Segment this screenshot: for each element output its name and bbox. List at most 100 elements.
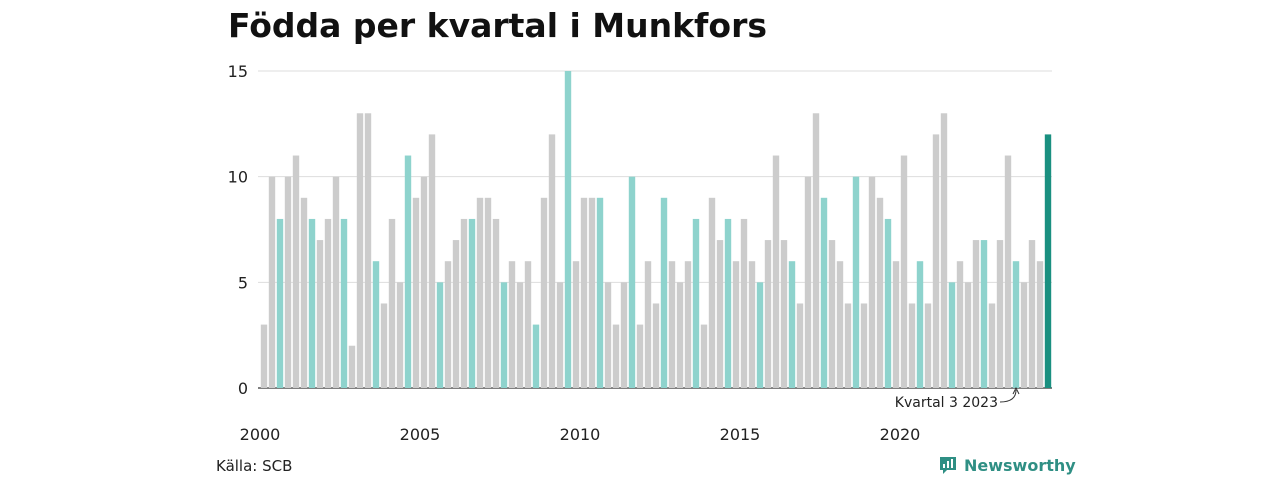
bar-29: [492, 218, 500, 388]
bar-87: [956, 261, 964, 388]
bar-38: [564, 71, 572, 388]
bar-31: [508, 261, 516, 388]
y-tick-label-15: 15: [228, 62, 248, 81]
bar-73: [844, 303, 852, 388]
bar-67: [796, 303, 804, 388]
annotation-arrowhead: [1012, 386, 1020, 395]
bar-5: [300, 197, 308, 388]
bar-96: [1028, 240, 1036, 388]
x-axis-ticks: 2000 2005 2010 2015 2020: [240, 425, 921, 444]
bar-64: [772, 155, 780, 388]
bar-36: [548, 134, 556, 388]
bar-11: [348, 345, 356, 388]
annotation-arrow: [999, 389, 1017, 403]
bar-40: [580, 197, 588, 388]
y-tick-label-10: 10: [228, 168, 248, 187]
bar-17: [396, 282, 404, 388]
bar-68: [804, 176, 812, 388]
bar-27: [476, 197, 484, 388]
bar-7: [316, 240, 324, 388]
bar-72: [836, 261, 844, 388]
bar-44: [612, 324, 620, 388]
bar-80: [900, 155, 908, 388]
bar-62: [756, 282, 764, 388]
x-tick-label-2000: 2000: [240, 425, 281, 444]
bar-52: [676, 282, 684, 388]
bar-8: [324, 218, 332, 388]
bar-85: [940, 113, 948, 389]
bar-83: [924, 303, 932, 388]
bar-77: [876, 197, 884, 388]
bar-15: [380, 303, 388, 388]
bar-94: [1012, 261, 1020, 388]
bar-69: [812, 113, 820, 389]
bar-76: [868, 176, 876, 388]
bar-1: [268, 176, 276, 388]
bar-59: [732, 261, 740, 388]
annotation-label: Kvartal 3 2023: [895, 395, 998, 411]
bar-78: [884, 218, 892, 388]
brand-name: Newsworthy: [964, 455, 1076, 475]
bar-34: [532, 324, 540, 388]
x-tick-label-2020: 2020: [880, 425, 921, 444]
bar-chart-speech-bubble-icon: [940, 457, 956, 474]
bar-92: [996, 240, 1004, 388]
bar-41: [588, 197, 596, 388]
bar-35: [540, 197, 548, 388]
bar-2: [276, 218, 284, 388]
bar-45: [620, 282, 628, 388]
bar-21: [428, 134, 436, 388]
bar-98: [1044, 134, 1052, 388]
bar-88: [964, 282, 972, 388]
bar-49: [652, 303, 660, 388]
bar-91: [988, 303, 996, 388]
bar-46: [628, 176, 636, 388]
bar-89: [972, 240, 980, 388]
bar-82: [916, 261, 924, 388]
bar-84: [932, 134, 940, 388]
bar-32: [516, 282, 524, 388]
bar-60: [740, 218, 748, 388]
bar-13: [364, 113, 372, 389]
bar-39: [572, 261, 580, 388]
bar-4: [292, 155, 300, 388]
bar-6: [308, 218, 316, 388]
bar-81: [908, 303, 916, 388]
bars: [260, 71, 1052, 389]
bar-86: [948, 282, 956, 388]
bar-66: [788, 261, 796, 388]
bar-97: [1036, 261, 1044, 388]
bar-70: [820, 197, 828, 388]
bar-10: [340, 218, 348, 388]
bar-16: [388, 218, 396, 388]
bar-0: [260, 324, 268, 388]
bar-65: [780, 240, 788, 388]
bar-63: [764, 240, 772, 388]
bar-93: [1004, 155, 1012, 388]
bar-20: [420, 176, 428, 388]
bar-61: [748, 261, 756, 388]
bar-74: [852, 176, 860, 388]
bar-9: [332, 176, 340, 388]
bar-48: [644, 261, 652, 388]
bar-50: [660, 197, 668, 388]
bar-43: [604, 282, 612, 388]
bar-26: [468, 218, 476, 388]
y-axis-ticks: 0 5 10 15: [228, 62, 248, 398]
bar-37: [556, 282, 564, 388]
bar-33: [524, 261, 532, 388]
bar-23: [444, 261, 452, 388]
bar-12: [356, 113, 364, 389]
bar-51: [668, 261, 676, 388]
bar-58: [724, 218, 732, 388]
annotation: Kvartal 3 2023: [895, 386, 1020, 411]
bar-30: [500, 282, 508, 388]
source-label: Källa: SCB: [216, 457, 293, 475]
bar-95: [1020, 282, 1028, 388]
bar-56: [708, 197, 716, 388]
bar-55: [700, 324, 708, 388]
bar-71: [828, 240, 836, 388]
bar-53: [684, 261, 692, 388]
bar-75: [860, 303, 868, 388]
